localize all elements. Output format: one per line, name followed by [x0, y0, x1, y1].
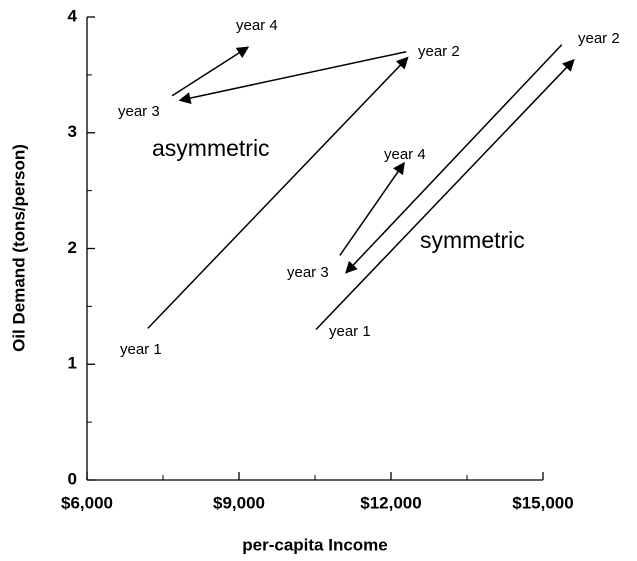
arrow: [315, 58, 575, 331]
y-tick-label: 1: [68, 354, 77, 373]
x-tick-label: $6,000: [61, 493, 113, 512]
y-tick-label: 2: [68, 238, 77, 257]
y-tick-label: 3: [68, 122, 77, 141]
arrow: [178, 50, 407, 104]
x-axis-title: per-capita Income: [242, 535, 388, 554]
annotation: year 3: [118, 103, 160, 120]
annotation: year 1: [329, 323, 371, 340]
x-tick-label: $9,000: [213, 493, 265, 512]
arrow: [339, 161, 405, 256]
annotation: asymmetric: [152, 135, 270, 161]
annotation: year 4: [236, 17, 278, 34]
annotation: year 4: [384, 146, 426, 163]
annotation: year 2: [578, 30, 620, 47]
x-tick-label: $15,000: [512, 493, 573, 512]
arrow: [171, 46, 250, 97]
y-tick-label: 0: [68, 469, 77, 488]
x-tick-label: $12,000: [360, 493, 421, 512]
arrow: [147, 56, 409, 329]
arrow: [345, 44, 563, 274]
annotation: year 2: [418, 43, 460, 60]
annotation: year 3: [287, 264, 329, 281]
y-axis-title: Oil Demand (tons/person): [9, 144, 28, 352]
annotation: symmetric: [420, 227, 525, 253]
y-tick-label: 4: [68, 6, 78, 25]
annotation: year 1: [120, 341, 162, 358]
